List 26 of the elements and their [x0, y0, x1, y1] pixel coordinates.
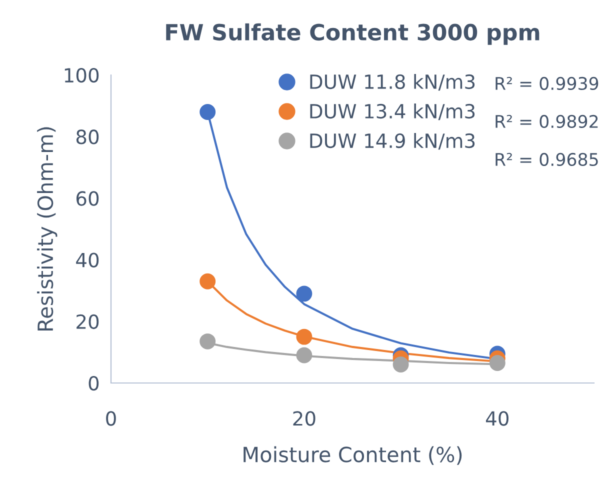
- point: [200, 333, 216, 350]
- point: [296, 328, 312, 345]
- y-tick-label: 40: [76, 252, 99, 268]
- point: [296, 286, 312, 302]
- x-tick-label: 20: [293, 411, 316, 426]
- y-tick-label: 100: [64, 68, 99, 83]
- x-tick-label: 0: [106, 411, 116, 426]
- legend-label: DUW 11.8 kN/m3: [310, 74, 475, 91]
- y-tick-label: 80: [76, 130, 99, 144]
- point: [200, 104, 216, 120]
- legend-label: DUW 13.4 kN/m3: [310, 104, 475, 120]
- point: [296, 347, 312, 364]
- annotation: R² = 0.9939: [496, 76, 598, 90]
- y-tick-label: 0: [88, 376, 99, 391]
- x-tick-label: 40: [486, 411, 508, 426]
- annotation: R² = 0.9892: [496, 114, 598, 128]
- y-tick-label: 20: [76, 314, 99, 330]
- point: [392, 356, 409, 372]
- chart-title: FW Sulfate Content 3000 ppm: [166, 23, 540, 45]
- point: [200, 273, 216, 290]
- legend-label: DUW 14.9 kN/m3: [310, 133, 475, 150]
- y-axis-title: Resistivity (Ohm-m): [37, 127, 58, 330]
- annotation: R² = 0.9685: [496, 152, 598, 166]
- y-tick-label: 60: [76, 191, 99, 206]
- x-axis-title: Moisture Content (%): [244, 446, 462, 465]
- point: [489, 355, 506, 371]
